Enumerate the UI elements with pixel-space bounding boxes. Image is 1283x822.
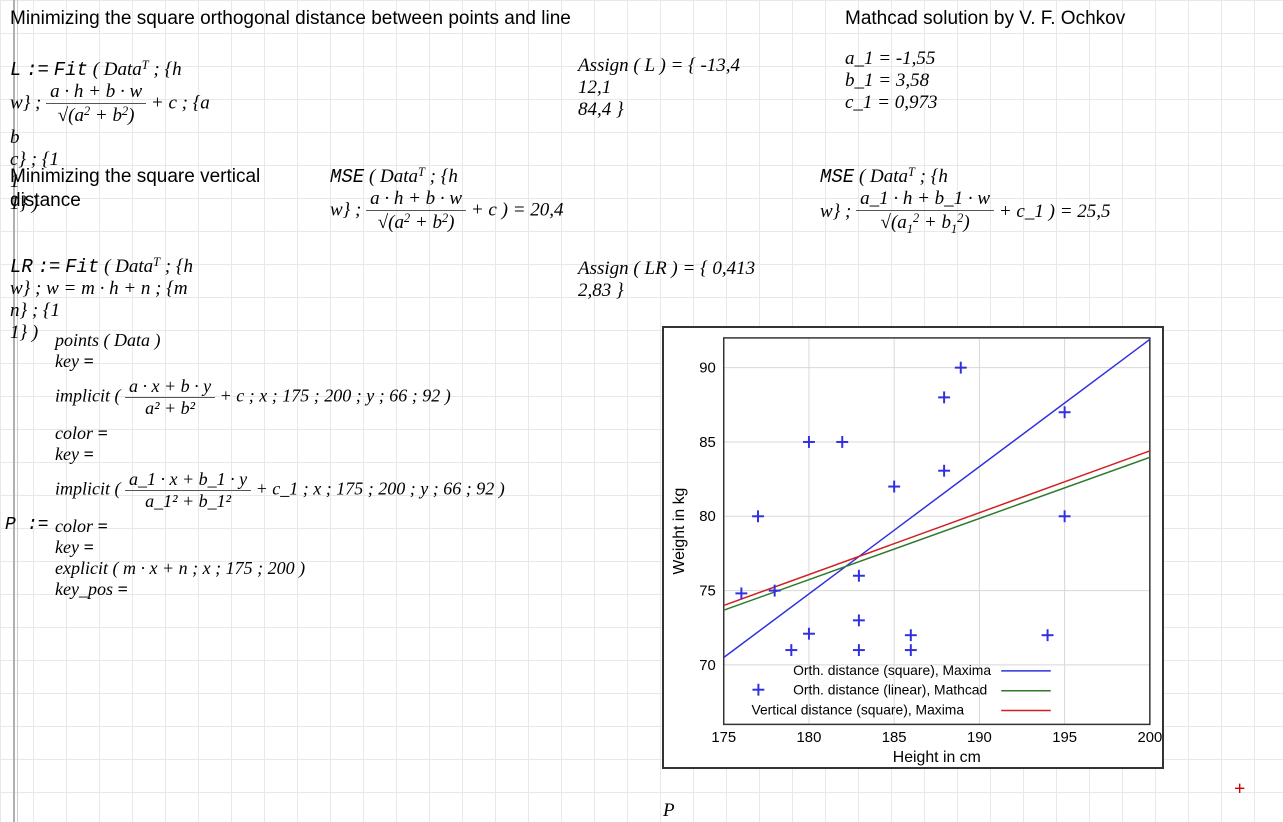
x-axis-label: Height in cm xyxy=(893,749,981,766)
svg-text:185: 185 xyxy=(882,730,907,746)
points-data-line: points ( Data ) xyxy=(55,330,505,351)
h-var: h xyxy=(172,59,182,80)
svg-text:190: 190 xyxy=(967,730,992,746)
implicit2-rest: + c_1 ; x ; 175 ; 200 ; y ; 66 ; 92 xyxy=(256,479,495,499)
svg-text:90: 90 xyxy=(699,361,716,377)
assign-l-val2: 12,1 xyxy=(578,77,611,98)
eq-linear: w = m · h + n xyxy=(46,278,150,299)
assign-L-result: Assign ( L ) = { -13,4 12,1 84,4 } xyxy=(578,55,740,121)
x-axis-ticks: 175 180 185 190 195 200 xyxy=(711,730,1162,746)
assign-l-val3: 84,4 xyxy=(578,99,611,120)
svg-text:85: 85 xyxy=(699,435,716,451)
chart-svg: 70 75 80 85 90 175 180 185 190 195 200 H… xyxy=(664,328,1162,767)
mathcad-solution-values: a_1 = -1,55 b_1 = 3,58 c_1 = 0,973 xyxy=(845,48,938,114)
formula-mse2: MSE ( DataT ; {h w} ; a_1 · h + b_1 · w √… xyxy=(820,165,1111,237)
assign-lr-val2: 2,83 xyxy=(578,280,611,301)
page-title-right: Mathcad solution by V. F. Ochkov xyxy=(845,8,1125,30)
implicit1-rest: + c ; x ; 175 ; 200 ; y ; 66 ; 92 xyxy=(220,386,441,406)
svg-text:195: 195 xyxy=(1052,730,1077,746)
legend-label-3: Vertical distance (square), Maxima xyxy=(751,701,964,717)
scatter-chart[interactable]: 70 75 80 85 90 175 180 185 190 195 200 H… xyxy=(662,326,1164,769)
series-line-vertical-square xyxy=(724,451,1150,606)
c1-value: c_1 = 0,973 xyxy=(845,92,938,114)
svg-text:175: 175 xyxy=(711,730,736,746)
fraction-ahbw: a · h + b · w √(a2 + b2) xyxy=(46,81,146,127)
svg-text:180: 180 xyxy=(797,730,822,746)
a1-value: a_1 = -1,55 xyxy=(845,48,938,70)
formula-fit-L: L := Fit ( DataT ; {h w} ; a · h + b · w… xyxy=(10,58,210,215)
y-axis-label: Weight in kg xyxy=(671,488,688,575)
p-definition-block: P := points ( Data ) key = key = "Orth. … xyxy=(10,330,505,600)
assign-LR-result: Assign ( LR ) = { 0,413 2,83 } xyxy=(578,258,755,302)
page-title-left: Minimizing the square orthogonal distanc… xyxy=(10,8,571,30)
formula-mse1: MSE ( DataT ; {h w} ; a · h + b · w √(a2 … xyxy=(330,165,564,234)
assign-lr-val1: 0,413 xyxy=(712,258,755,279)
svg-text:75: 75 xyxy=(699,584,716,600)
series-line-orth-linear xyxy=(724,457,1150,610)
mse1-result: 20,4 xyxy=(530,200,563,221)
explicit3-line: explicit ( m · x + n ; x ; 175 ; 200 ) xyxy=(55,558,505,579)
series-line-orth-square xyxy=(724,339,1150,657)
mse2-result: 25,5 xyxy=(1077,201,1110,222)
svg-text:200: 200 xyxy=(1137,730,1162,746)
y-axis-ticks: 70 75 80 85 90 xyxy=(699,361,716,674)
svg-text:80: 80 xyxy=(699,509,716,525)
legend-label-1: Orth. distance (square), Maxima xyxy=(793,662,991,678)
b1-value: b_1 = 3,58 xyxy=(845,70,938,92)
p-caption-bottom: P xyxy=(663,800,675,822)
legend-label-2: Orth. distance (linear), Mathcad xyxy=(793,682,987,698)
misc-red-plus-marker: + xyxy=(1234,778,1245,801)
fit-func: Fit xyxy=(54,59,88,81)
assign-op: := xyxy=(26,59,49,81)
svg-text:70: 70 xyxy=(699,658,716,674)
chart-legend: Orth. distance (square), Maxima Orth. di… xyxy=(751,662,1050,718)
data-var: Data xyxy=(104,59,142,80)
w-var: w xyxy=(10,93,23,114)
assign-l-val1: -13,4 xyxy=(700,55,740,76)
p-var: P xyxy=(5,515,16,535)
var-L: L xyxy=(10,59,21,81)
